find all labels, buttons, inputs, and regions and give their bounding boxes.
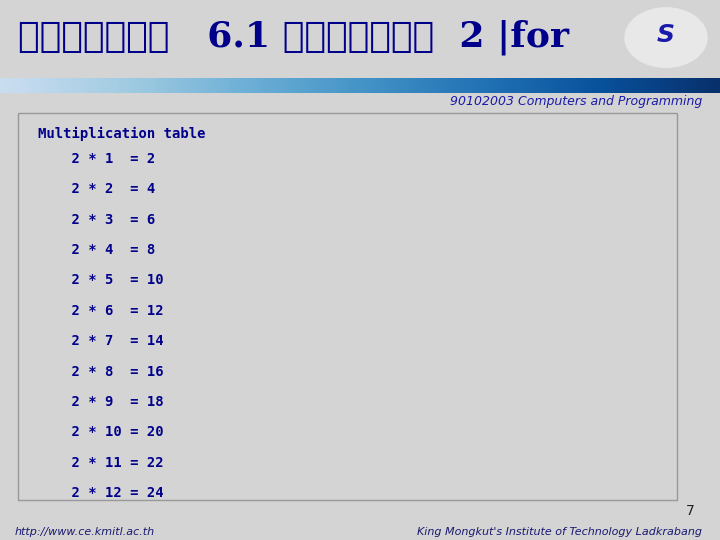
Text: 2 * 12 = 24: 2 * 12 = 24 xyxy=(37,486,163,500)
Text: 90102003 Computers and Programming: 90102003 Computers and Programming xyxy=(450,95,702,108)
Text: โปรแกรม   6.1 สตรคณแม  2 |for: โปรแกรม 6.1 สตรคณแม 2 |for xyxy=(19,20,570,55)
Text: 2 * 3  = 6: 2 * 3 = 6 xyxy=(37,213,155,227)
Text: 2 * 11 = 22: 2 * 11 = 22 xyxy=(37,456,163,470)
Text: 2 * 9  = 18: 2 * 9 = 18 xyxy=(37,395,163,409)
Text: 2 * 4  = 8: 2 * 4 = 8 xyxy=(37,243,155,257)
Text: 2 * 2  = 4: 2 * 2 = 4 xyxy=(37,183,155,197)
Text: 7: 7 xyxy=(686,504,695,518)
Circle shape xyxy=(625,8,707,68)
Text: 2 * 5  = 10: 2 * 5 = 10 xyxy=(37,273,163,287)
Text: 2 * 8  = 16: 2 * 8 = 16 xyxy=(37,364,163,379)
Text: 2 * 10 = 20: 2 * 10 = 20 xyxy=(37,426,163,439)
Text: 2 * 1  = 2: 2 * 1 = 2 xyxy=(37,152,155,166)
Text: http://www.ce.kmitl.ac.th: http://www.ce.kmitl.ac.th xyxy=(14,527,155,537)
Text: King Mongkut's Institute of Technology Ladkrabang: King Mongkut's Institute of Technology L… xyxy=(417,527,702,537)
Text: 2 * 7  = 14: 2 * 7 = 14 xyxy=(37,334,163,348)
Text: 2 * 6  = 12: 2 * 6 = 12 xyxy=(37,304,163,318)
Text: Multiplication table: Multiplication table xyxy=(37,127,205,141)
Text: S: S xyxy=(657,23,675,47)
